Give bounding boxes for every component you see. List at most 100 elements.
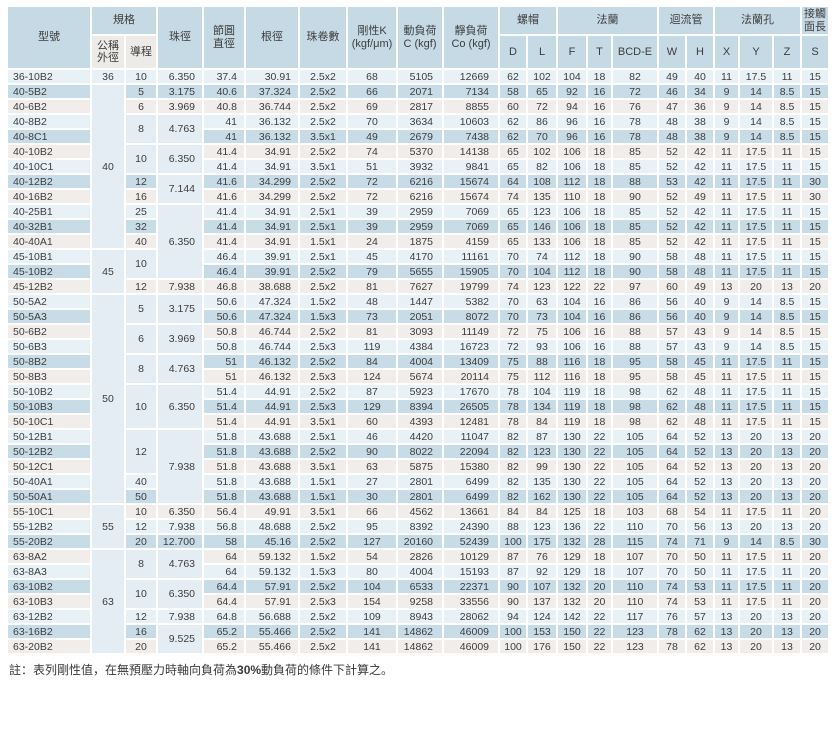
cell-h: 45 xyxy=(685,353,715,371)
cell-h: 42 xyxy=(685,173,715,191)
cell-root: 46.132 xyxy=(244,368,300,386)
cell-t: 28 xyxy=(586,533,613,551)
cell-t: 16 xyxy=(586,308,613,326)
cell-f: 132 xyxy=(556,593,588,611)
cell-k: 109 xyxy=(346,608,398,626)
cell-k: 63 xyxy=(346,458,398,476)
cell-t: 18 xyxy=(586,158,613,176)
cell-x: 11 xyxy=(713,143,740,161)
cell-circuits: 2.5x2 xyxy=(298,353,348,371)
cell-t: 18 xyxy=(586,143,613,161)
cell-lead: 10 xyxy=(124,503,158,521)
cell-pcd: 64 xyxy=(202,548,246,566)
cell-s: 20 xyxy=(800,518,831,536)
cell-d: 60 xyxy=(498,98,528,116)
cell-y: 17.5 xyxy=(738,578,774,596)
cell-c: 2071 xyxy=(396,83,444,101)
cell-ball: 3.969 xyxy=(156,323,204,356)
cell-s: 30 xyxy=(800,533,831,551)
spec-table-body: 36-10B2 36 10 6.350 37.4 30.91 2.5x2 68 5105 1266… xyxy=(6,68,831,656)
cell-pcd: 50.6 xyxy=(202,308,246,326)
cell-k: 154 xyxy=(346,593,398,611)
cell-bcd: 105 xyxy=(611,428,659,446)
cell-ball: 7.144 xyxy=(156,173,204,206)
cell-pcd: 41 xyxy=(202,128,246,146)
cell-w: 70 xyxy=(657,563,687,581)
cell-k: 72 xyxy=(346,188,398,206)
cell-h: 48 xyxy=(685,383,715,401)
cell-k: 39 xyxy=(346,218,398,236)
cell-lead: 8 xyxy=(124,113,158,146)
cell-s: 20 xyxy=(800,638,831,656)
cell-bcd: 85 xyxy=(611,203,659,221)
cell-root: 43.688 xyxy=(244,428,300,446)
cell-root: 46.744 xyxy=(244,338,300,356)
cell-z: 13 xyxy=(771,458,803,476)
cell-w: 64 xyxy=(657,458,687,476)
cell-t: 18 xyxy=(586,263,613,281)
cell-c: 2959 xyxy=(396,218,444,236)
cell-h: 42 xyxy=(685,203,715,221)
cell-c: 3932 xyxy=(396,158,444,176)
column-header-circuits: 珠卷數 xyxy=(298,4,348,71)
column-header-w: W xyxy=(657,34,687,71)
cell-x: 13 xyxy=(713,518,740,536)
cell-pcd: 51.4 xyxy=(202,383,246,401)
cell-model: 50-12B2 xyxy=(6,443,92,461)
cell-k: 54 xyxy=(346,548,398,566)
cell-bcd: 78 xyxy=(611,128,659,146)
cell-k: 79 xyxy=(346,263,398,281)
cell-t: 16 xyxy=(586,323,613,341)
cell-d: 70 xyxy=(498,263,528,281)
cell-model: 50-50A1 xyxy=(6,488,92,506)
cell-f: 122 xyxy=(556,278,588,296)
cell-k: 49 xyxy=(346,128,398,146)
cell-model: 55-20B2 xyxy=(6,533,92,551)
cell-d: 70 xyxy=(498,248,528,266)
cell-pcd: 51.8 xyxy=(202,428,246,446)
cell-w: 52 xyxy=(657,188,687,206)
cell-x: 13 xyxy=(713,623,740,641)
cell-bcd: 105 xyxy=(611,473,659,491)
cell-y: 17.5 xyxy=(738,233,774,251)
cell-s: 15 xyxy=(800,248,831,266)
footnote: 註：表列剛性值，在無預壓力時軸向負荷為30%動負荷的條件下計算之。 xyxy=(9,661,828,678)
column-header-t: T xyxy=(586,34,613,71)
cell-l: 70 xyxy=(526,128,558,146)
cell-f: 104 xyxy=(556,68,588,86)
cell-co: 46009 xyxy=(442,638,500,656)
cell-l: 123 xyxy=(526,278,558,296)
column-header-s: S xyxy=(800,34,831,71)
cell-x: 9 xyxy=(713,113,740,131)
cell-w: 53 xyxy=(657,173,687,191)
cell-l: 135 xyxy=(526,473,558,491)
cell-pcd: 51.8 xyxy=(202,458,246,476)
cell-root: 34.91 xyxy=(244,143,300,161)
cell-t: 22 xyxy=(586,278,613,296)
cell-circuits: 2.5x1 xyxy=(298,428,348,446)
cell-w: 52 xyxy=(657,158,687,176)
cell-x: 9 xyxy=(713,323,740,341)
cell-x: 13 xyxy=(713,443,740,461)
cell-root: 34.91 xyxy=(244,233,300,251)
cell-f: 94 xyxy=(556,98,588,116)
cell-f: 96 xyxy=(556,113,588,131)
cell-w: 74 xyxy=(657,593,687,611)
table-row: 50-50A1 50 51.8 43.688 1.5x1 30 2801 6499 82 162 1… xyxy=(6,488,831,506)
cell-z: 11 xyxy=(771,68,803,86)
footnote-text-end: 動負荷的條件下計算之。 xyxy=(261,663,394,678)
cell-z: 11 xyxy=(771,413,803,431)
cell-circuits: 2.5x2 xyxy=(298,68,348,86)
cell-d: 87 xyxy=(498,548,528,566)
cell-circuits: 3.5x1 xyxy=(298,128,348,146)
cell-bcd: 82 xyxy=(611,68,659,86)
cell-circuits: 1.5x1 xyxy=(298,488,348,506)
cell-f: 129 xyxy=(556,563,588,581)
cell-bcd: 88 xyxy=(611,338,659,356)
cell-k: 141 xyxy=(346,638,398,656)
cell-s: 15 xyxy=(800,413,831,431)
cell-x: 11 xyxy=(713,548,740,566)
cell-f: 150 xyxy=(556,638,588,656)
cell-w: 76 xyxy=(657,608,687,626)
cell-co: 9841 xyxy=(442,158,500,176)
